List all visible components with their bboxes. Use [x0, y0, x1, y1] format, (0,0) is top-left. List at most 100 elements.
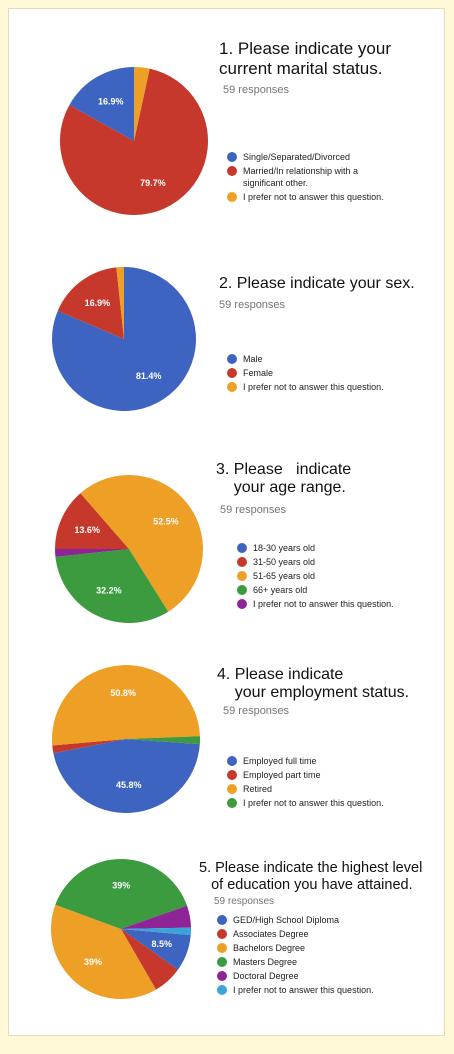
slice-label: 50.8%	[110, 688, 136, 698]
slice-label: 45.8%	[116, 780, 142, 790]
legend-label: Single/Separated/Divorced	[243, 152, 351, 162]
pie-slice	[51, 267, 196, 411]
legend-item: Associates Degree	[217, 928, 374, 940]
legend-item: I prefer not to answer this question.	[227, 191, 384, 203]
slice-label: 32.2%	[96, 585, 122, 595]
legend-label: I prefer not to answer this question.	[243, 192, 384, 202]
pie-slice	[50, 904, 156, 1000]
legend-item: I prefer not to answer this question.	[217, 984, 374, 996]
legend-swatch	[217, 971, 227, 981]
legend-label: Masters Degree	[233, 957, 298, 967]
slice-label: 13.6%	[74, 525, 100, 535]
legend-swatch	[217, 985, 227, 995]
legend-label: I prefer not to answer this question.	[243, 382, 384, 392]
legend-label: 31-50 years old	[253, 557, 316, 567]
legend-label: Female	[243, 368, 274, 378]
legend-item: I prefer not to answer this question.	[227, 381, 384, 393]
pie-slice	[52, 665, 200, 746]
marital-status-pie: 16.9% 79.7%	[60, 67, 209, 215]
legend-swatch	[237, 585, 247, 595]
pie-slice	[121, 929, 191, 970]
legend-label: I prefer not to answer this question.	[243, 798, 384, 808]
chart-legend: Single/Separated/Divorced Married/In rel…	[227, 151, 384, 205]
legend-swatch	[217, 915, 227, 925]
legend-item: Employed full time	[227, 755, 384, 767]
legend-label: Employed part time	[243, 770, 321, 780]
legend-swatch	[237, 571, 247, 581]
legend-item: GED/High School Diploma	[217, 914, 374, 926]
response-count: 59 responses	[223, 84, 290, 96]
pie-slice	[57, 267, 124, 339]
legend-label: 18-30 years old	[253, 543, 316, 553]
sex-chart: 81.4% 16.9% 2. Please indicate your sex. …	[9, 229, 446, 429]
pie-slice	[69, 67, 134, 141]
legend-swatch	[217, 943, 227, 953]
chart-title: 3. Please indicate your age range.	[216, 461, 352, 497]
legend-swatch	[217, 957, 227, 967]
marital-status-chart: 16.9% 79.7% 1. Please indicate your curre…	[9, 29, 446, 229]
age-range-pie: 13.6% 52.5% 32.2%	[55, 475, 203, 624]
pie-slice	[126, 736, 201, 745]
chart-title: 2. Please indicate your sex.	[219, 275, 415, 292]
pie-slice	[121, 905, 191, 929]
legend-swatch	[237, 543, 247, 553]
pie-slice	[55, 549, 169, 624]
legend-swatch	[227, 152, 237, 162]
pie-slice	[116, 267, 124, 339]
legend-item: 18-30 years old	[237, 542, 394, 554]
legend-item: I prefer not to answer this question.	[227, 797, 384, 809]
legend-item: Married/In relationship with a significa…	[227, 165, 384, 189]
slice-label: 39%	[84, 957, 102, 967]
legend-swatch	[227, 756, 237, 766]
employment-status-pie: 45.8% 50.8%	[52, 665, 201, 813]
chart-title: 1. Please indicate your current marital …	[219, 39, 391, 78]
slice-label: 79.7%	[140, 178, 166, 188]
legend-label: I prefer not to answer this question.	[253, 599, 394, 609]
legend-item: 31-50 years old	[237, 556, 394, 568]
legend-swatch	[227, 166, 237, 176]
legend-item: Male	[227, 353, 384, 365]
legend-item: I prefer not to answer this question.	[237, 598, 394, 610]
legend-label: Married/In relationship with a significa…	[243, 166, 359, 188]
legend-swatch	[237, 557, 247, 567]
education-level-pie: 8.5% 39% 39%	[50, 858, 192, 1000]
legend-label: Associates Degree	[233, 929, 309, 939]
legend-item: Masters Degree	[217, 956, 374, 968]
legend-swatch	[217, 929, 227, 939]
legend-swatch	[227, 798, 237, 808]
legend-item: Female	[227, 367, 384, 379]
legend-label: Retired	[243, 784, 273, 794]
employment-status-chart: 45.8% 50.8% 4. Please indicate your emplo…	[9, 649, 446, 849]
chart-legend: 18-30 years old 31-50 years old 51-65 ye…	[237, 542, 394, 612]
pie-slice	[55, 493, 129, 549]
response-count: 59 responses	[219, 299, 286, 311]
survey-results-panel: 16.9% 79.7% 1. Please indicate your curre…	[8, 8, 445, 1036]
legend-swatch	[227, 368, 237, 378]
legend-swatch	[227, 354, 237, 364]
slice-label: 52.5%	[153, 517, 179, 527]
sex-pie: 81.4% 16.9%	[51, 267, 196, 411]
response-count: 59 responses	[220, 504, 287, 516]
legend-item: 51-65 years old	[237, 570, 394, 582]
age-range-chart: 13.6% 52.5% 32.2% 3. Please indicate your …	[9, 439, 446, 639]
legend-label: Male	[243, 354, 263, 364]
pie-slice	[55, 549, 129, 557]
legend-label: 51-65 years old	[253, 571, 316, 581]
response-count: 59 responses	[223, 705, 290, 717]
education-level-chart: 8.5% 39% 39% 5. Please indicate the highes…	[9, 854, 446, 1054]
legend-swatch	[237, 599, 247, 609]
legend-swatch	[227, 382, 237, 392]
chart-legend: Male Female I prefer not to answer this …	[227, 353, 384, 395]
legend-label: 66+ years old	[253, 585, 308, 595]
legend-swatch	[227, 192, 237, 202]
legend-item: Retired	[227, 783, 384, 795]
pie-slice	[53, 739, 200, 813]
chart-title: 4. Please indicate your employment statu…	[217, 666, 410, 702]
chart-title: 5. Please indicate the highest level of …	[199, 860, 423, 893]
legend-item: 66+ years old	[237, 584, 394, 596]
slice-label: 16.9%	[98, 96, 124, 106]
chart-legend: GED/High School Diploma Associates Degre…	[217, 914, 374, 998]
pie-slice	[52, 739, 126, 754]
legend-swatch	[227, 770, 237, 780]
legend-item: Single/Separated/Divorced	[227, 151, 384, 163]
